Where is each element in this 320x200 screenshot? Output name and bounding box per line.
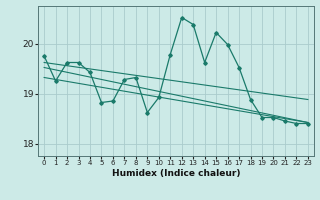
X-axis label: Humidex (Indice chaleur): Humidex (Indice chaleur) xyxy=(112,169,240,178)
